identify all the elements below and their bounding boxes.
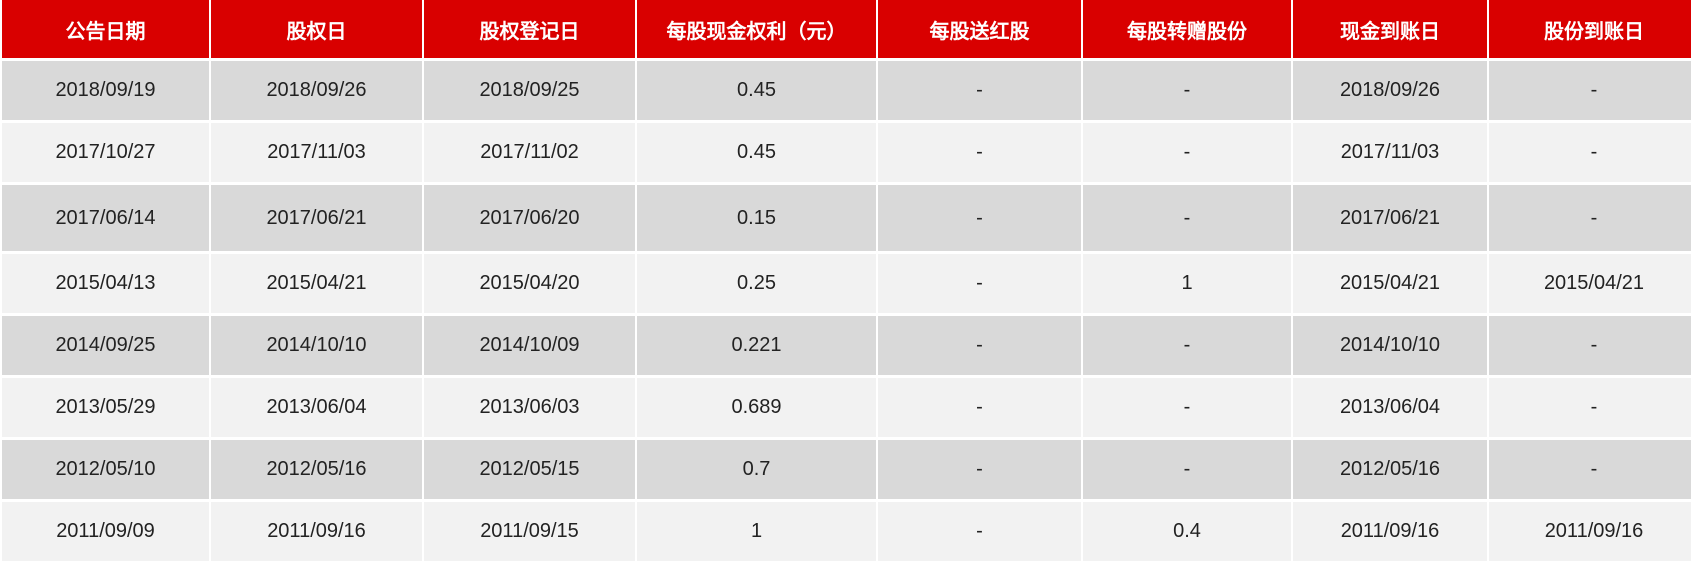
table-cell: 2017/06/21 — [211, 182, 422, 251]
table-cell: 2015/04/21 — [1489, 251, 1691, 313]
table-cell: 2014/10/10 — [1293, 313, 1487, 375]
table-cell: - — [878, 313, 1081, 375]
table-cell: 2015/04/21 — [1293, 251, 1487, 313]
table-cell: 0.4 — [1083, 499, 1291, 561]
column-header: 公告日期 — [2, 0, 209, 58]
table-cell: 0.221 — [637, 313, 876, 375]
table-cell: 0.7 — [637, 437, 876, 499]
table-cell: 2018/09/25 — [424, 58, 635, 120]
table-cell: 2015/04/21 — [211, 251, 422, 313]
table-cell: 2013/05/29 — [2, 375, 209, 437]
table-cell: 2011/09/15 — [424, 499, 635, 561]
table-cell: 2013/06/04 — [211, 375, 422, 437]
table-cell: 2011/09/09 — [2, 499, 209, 561]
column-header: 股份到账日 — [1489, 0, 1691, 58]
table-cell: 0.25 — [637, 251, 876, 313]
table-cell: 2015/04/13 — [2, 251, 209, 313]
table-cell: 0.689 — [637, 375, 876, 437]
table-cell: - — [1489, 182, 1691, 251]
table-cell: - — [1489, 58, 1691, 120]
table-row: 2018/09/19 2018/09/26 2018/09/25 0.45- -2018… — [2, 58, 1691, 120]
table-cell: 2011/09/16 — [1293, 499, 1487, 561]
table-cell: 1 — [1083, 251, 1291, 313]
table-cell: - — [1083, 120, 1291, 182]
table-cell: 2015/04/20 — [424, 251, 635, 313]
table-cell: 2014/10/09 — [424, 313, 635, 375]
table-cell: 2018/09/19 — [2, 58, 209, 120]
column-header: 股权登记日 — [424, 0, 635, 58]
table-cell: - — [878, 58, 1081, 120]
table-cell: 2017/06/14 — [2, 182, 209, 251]
table-cell: 2018/09/26 — [1293, 58, 1487, 120]
table-cell: 0.45 — [637, 120, 876, 182]
table-cell: 2014/09/25 — [2, 313, 209, 375]
table-row: 2013/05/29 2013/06/04 2013/06/03 0.689- -201… — [2, 375, 1691, 437]
table-cell: - — [878, 499, 1081, 561]
table-row: 2017/10/27 2017/11/03 2017/11/02 0.45- -2017… — [2, 120, 1691, 182]
column-header: 股权日 — [211, 0, 422, 58]
table-cell: 2014/10/10 — [211, 313, 422, 375]
table-cell: - — [1083, 437, 1291, 499]
table-cell: 2011/09/16 — [211, 499, 422, 561]
table-cell: 2018/09/26 — [211, 58, 422, 120]
table-cell: 0.15 — [637, 182, 876, 251]
table-cell: - — [878, 251, 1081, 313]
table-row: 2011/09/09 2011/09/16 2011/09/15 1-0.4 2011/… — [2, 499, 1691, 561]
table-cell: 2012/05/15 — [424, 437, 635, 499]
table-header-row: 公告日期 股权日 股权登记日 每股现金权利（元） 每股送红股 每股转赠股份 现金到账日 股份到… — [2, 0, 1691, 58]
table-cell: 1 — [637, 499, 876, 561]
column-header: 每股转赠股份 — [1083, 0, 1291, 58]
table-cell: 2011/09/16 — [1489, 499, 1691, 561]
table-row: 2014/09/25 2014/10/10 2014/10/09 0.221- -201… — [2, 313, 1691, 375]
table-cell: - — [878, 182, 1081, 251]
table-cell: 2013/06/03 — [424, 375, 635, 437]
table-cell: 2013/06/04 — [1293, 375, 1487, 437]
table-cell: 2017/11/02 — [424, 120, 635, 182]
table-cell: 2012/05/16 — [1293, 437, 1487, 499]
table-cell: - — [1083, 313, 1291, 375]
table-cell: 2012/05/10 — [2, 437, 209, 499]
table-cell: 2017/11/03 — [211, 120, 422, 182]
table-cell: 2017/10/27 — [2, 120, 209, 182]
table-cell: - — [1489, 375, 1691, 437]
table-cell: - — [878, 120, 1081, 182]
table-cell: - — [1489, 120, 1691, 182]
table-cell: - — [1083, 182, 1291, 251]
table-cell: 0.45 — [637, 58, 876, 120]
table-cell: 2012/05/16 — [211, 437, 422, 499]
table-row: 2012/05/10 2012/05/16 2012/05/15 0.7- -2012/… — [2, 437, 1691, 499]
table-cell: 2017/11/03 — [1293, 120, 1487, 182]
column-header: 每股现金权利（元） — [637, 0, 876, 58]
table-cell: - — [878, 375, 1081, 437]
table-cell: - — [878, 437, 1081, 499]
table-row: 2017/06/14 2017/06/21 2017/06/20 0.15- -2017… — [2, 182, 1691, 251]
table-cell: - — [1083, 58, 1291, 120]
table-row: 2015/04/13 2015/04/21 2015/04/20 0.25-1 2015… — [2, 251, 1691, 313]
table-cell: - — [1489, 437, 1691, 499]
table-cell: - — [1083, 375, 1291, 437]
column-header: 现金到账日 — [1293, 0, 1487, 58]
column-header: 每股送红股 — [878, 0, 1081, 58]
table-cell: - — [1489, 313, 1691, 375]
table-cell: 2017/06/21 — [1293, 182, 1487, 251]
table-cell: 2017/06/20 — [424, 182, 635, 251]
